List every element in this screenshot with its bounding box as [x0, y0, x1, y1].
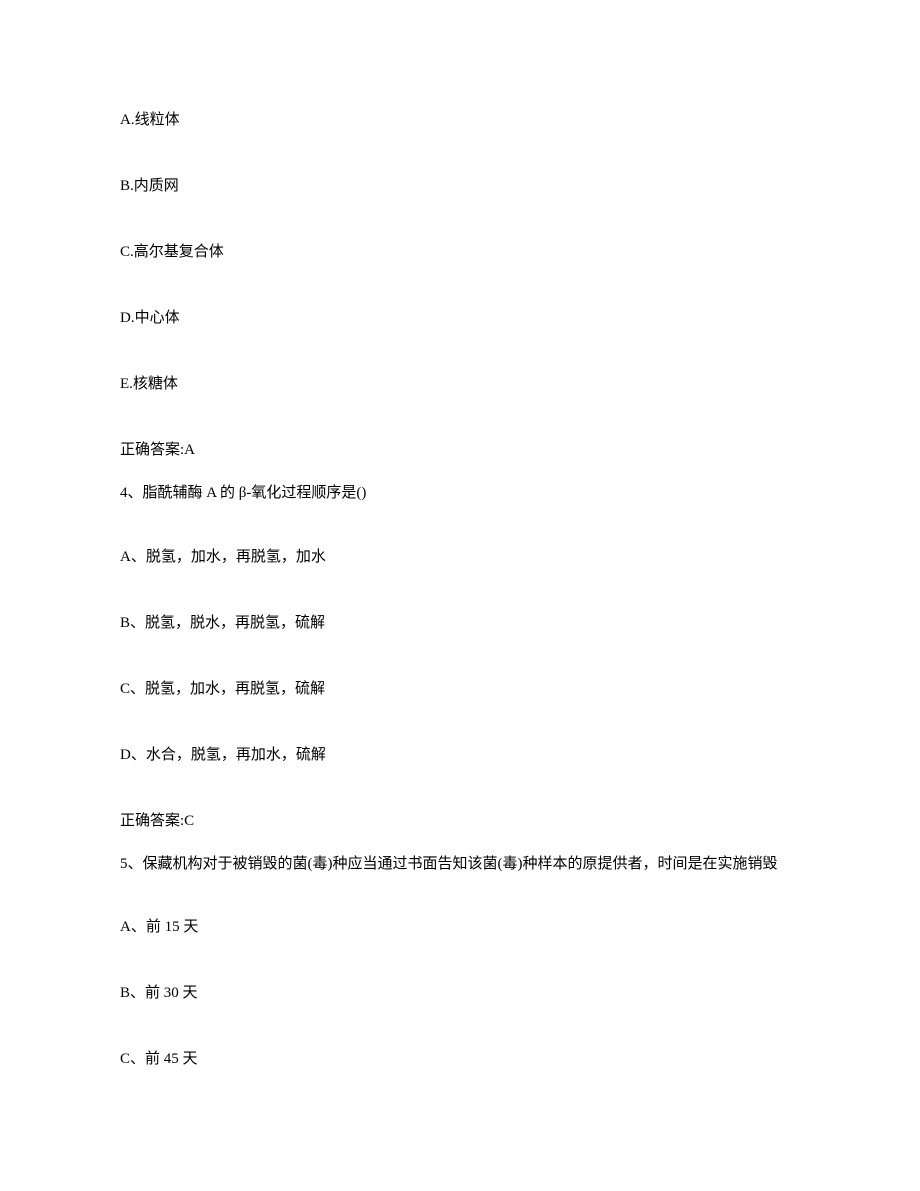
q4-stem: 4、脂酰辅酶 A 的 β-氧化过程顺序是()	[120, 481, 800, 507]
q3-answer: 正确答案:A	[120, 440, 800, 461]
q5-option-a: A、前 15 天	[120, 917, 800, 938]
q5-option-b: B、前 30 天	[120, 983, 800, 1004]
q4-option-b: B、脱氢，脱水，再脱氢，硫解	[120, 613, 800, 634]
q3-option-d: D.中心体	[120, 308, 800, 329]
q5-stem: 5、保藏机构对于被销毁的菌(毒)种应当通过书面告知该菌(毒)种样本的原提供者，时…	[120, 852, 800, 878]
q4-option-a: A、脱氢，加水，再脱氢，加水	[120, 547, 800, 568]
q4-option-d: D、水合，脱氢，再加水，硫解	[120, 745, 800, 766]
q3-option-c: C.高尔基复合体	[120, 242, 800, 263]
q3-option-a: A.线粒体	[120, 110, 800, 131]
q3-option-b: B.内质网	[120, 176, 800, 197]
q3-option-e: E.核糖体	[120, 374, 800, 395]
q5-option-c: C、前 45 天	[120, 1049, 800, 1070]
q4-answer: 正确答案:C	[120, 811, 800, 832]
q4-option-c: C、脱氢，加水，再脱氢，硫解	[120, 679, 800, 700]
